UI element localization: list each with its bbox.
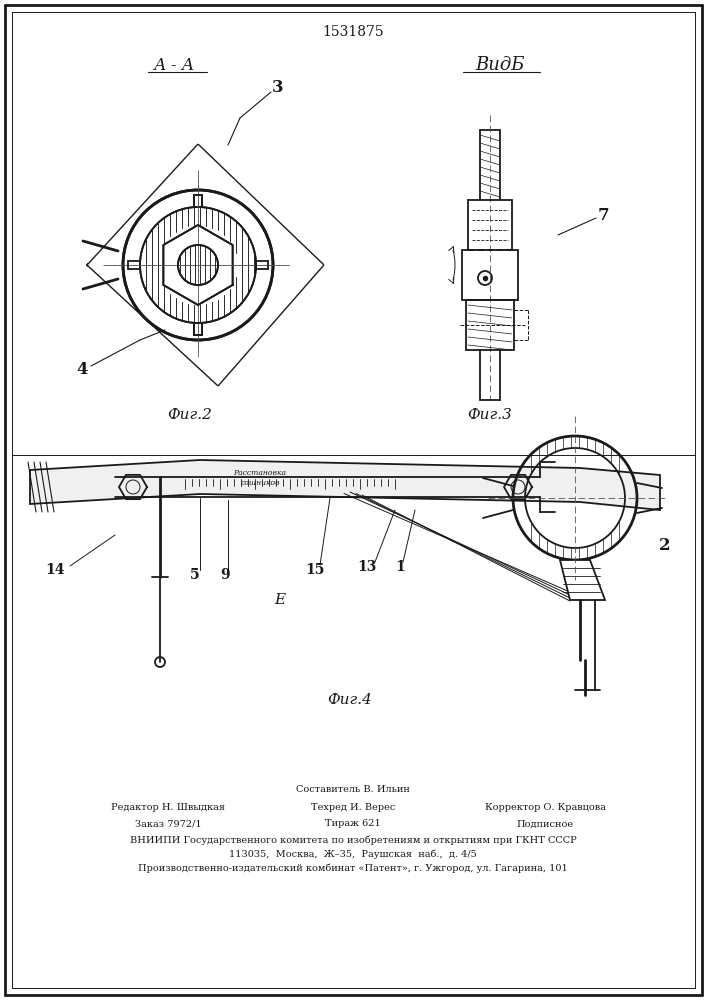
Text: 9: 9 bbox=[220, 568, 230, 582]
Polygon shape bbox=[560, 560, 605, 600]
Text: Производственно-издательский комбинат «Патент», г. Ужгород, ул. Гагарина, 101: Производственно-издательский комбинат «П… bbox=[138, 863, 568, 873]
Text: Фиг.3: Фиг.3 bbox=[467, 408, 513, 422]
Text: 7: 7 bbox=[598, 207, 609, 224]
Text: 14: 14 bbox=[45, 563, 65, 577]
Text: 2: 2 bbox=[659, 536, 671, 554]
Polygon shape bbox=[88, 145, 323, 385]
Text: Составитель В. Ильин: Составитель В. Ильин bbox=[296, 786, 410, 794]
Text: ВидБ: ВидБ bbox=[475, 56, 525, 74]
Text: Корректор О. Кравцова: Корректор О. Кравцова bbox=[484, 804, 605, 812]
Text: Заказ 7972/1: Заказ 7972/1 bbox=[135, 820, 201, 828]
Polygon shape bbox=[30, 460, 660, 510]
Text: Техред И. Верес: Техред И. Верес bbox=[311, 804, 395, 812]
Text: ВНИИПИ Государственного комитета по изобретениям и открытиям при ГКНТ СССР: ВНИИПИ Государственного комитета по изоб… bbox=[129, 835, 576, 845]
Text: Подписное: Подписное bbox=[516, 820, 573, 828]
Text: E: E bbox=[274, 593, 286, 607]
Text: А - А: А - А bbox=[154, 56, 196, 74]
Text: 1: 1 bbox=[395, 560, 405, 574]
Text: 13: 13 bbox=[357, 560, 377, 574]
Text: 3: 3 bbox=[272, 80, 284, 97]
Text: Фиг.2: Фиг.2 bbox=[168, 408, 212, 422]
Text: 113035,  Москва,  Ж–35,  Раушская  наб.,  д. 4/5: 113035, Москва, Ж–35, Раушская наб., д. … bbox=[229, 849, 477, 859]
Text: Фиг.4: Фиг.4 bbox=[327, 693, 373, 707]
Text: 5: 5 bbox=[190, 568, 200, 582]
Text: Расстановка
сошников: Расстановка сошников bbox=[233, 469, 286, 487]
Text: 1531875: 1531875 bbox=[322, 25, 384, 39]
Text: Тираж 621: Тираж 621 bbox=[325, 820, 381, 828]
Text: 15: 15 bbox=[305, 563, 325, 577]
Text: Редактор Н. Швыдкая: Редактор Н. Швыдкая bbox=[111, 804, 225, 812]
Text: 4: 4 bbox=[76, 361, 88, 378]
